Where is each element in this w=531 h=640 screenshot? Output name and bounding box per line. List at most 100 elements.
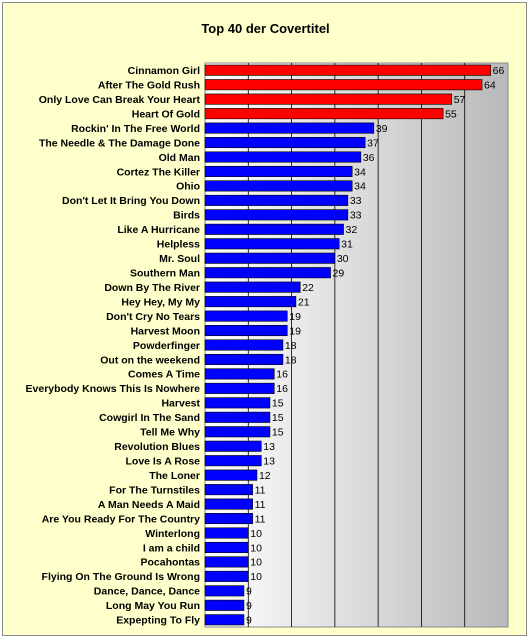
category-label: Flying On The Ground Is Wrong: [42, 571, 200, 583]
value-label: 16: [276, 383, 288, 395]
category-label: Winterlong: [145, 528, 200, 540]
bar: [204, 426, 271, 438]
category-label: Harvest: [161, 398, 200, 410]
value-label: 15: [272, 427, 284, 439]
category-label: Old Man: [159, 152, 200, 164]
category-label: Cowgirl In The Sand: [99, 412, 200, 424]
bar: [204, 108, 444, 120]
value-label: 9: [246, 615, 252, 627]
value-label: 29: [333, 267, 345, 279]
bar: [204, 397, 271, 409]
value-label: 10: [250, 557, 262, 569]
bar: [204, 267, 331, 279]
category-label: Birds: [173, 210, 200, 222]
bar: [204, 238, 340, 250]
bar: [204, 353, 284, 365]
bar: [204, 79, 483, 91]
chart-title: Top 40 der Covertitel: [201, 21, 330, 36]
bar: [204, 209, 349, 221]
value-label: 10: [250, 528, 262, 540]
bar: [204, 599, 245, 611]
bar: [204, 281, 301, 293]
value-label: 9: [246, 600, 252, 612]
value-label: 55: [445, 108, 457, 120]
value-label: 13: [263, 441, 275, 453]
bar: [204, 151, 362, 163]
value-label: 32: [346, 224, 358, 236]
value-label: 16: [276, 369, 288, 381]
bar: [204, 411, 271, 423]
category-label: Cortez The Killer: [117, 166, 200, 178]
bar: [204, 310, 288, 322]
category-label: Everybody Knows This Is Nowhere: [26, 383, 201, 395]
category-label: For The Turnstiles: [109, 484, 200, 496]
category-label: Rockin' In The Free World: [71, 123, 200, 135]
value-label: 22: [302, 282, 314, 294]
value-label: 9: [246, 586, 252, 598]
category-label: I am a child: [143, 542, 200, 554]
bar: [204, 455, 262, 467]
category-label: Helpless: [157, 239, 200, 251]
bar: [204, 252, 336, 264]
category-label: The Needle & The Damage Done: [39, 137, 200, 149]
category-label: Southern Man: [130, 267, 200, 279]
bar: [204, 484, 253, 496]
value-label: 30: [337, 253, 349, 265]
value-label: 34: [354, 181, 366, 193]
category-label: Don't Cry No Tears: [106, 311, 200, 323]
category-label: Powderfinger: [133, 340, 200, 352]
value-label: 12: [259, 470, 271, 482]
value-label: 21: [298, 296, 310, 308]
category-label: Are You Ready For The Country: [42, 513, 200, 525]
value-label: 15: [272, 412, 284, 424]
bar: [204, 614, 245, 626]
bar: [204, 527, 249, 539]
bar: [204, 368, 275, 380]
bar: [204, 122, 375, 134]
category-label: Only Love Can Break Your Heart: [39, 94, 201, 106]
category-label: Revolution Blues: [114, 441, 200, 453]
value-label: 34: [354, 166, 366, 178]
category-label: Long May You Run: [106, 600, 200, 612]
category-label: Expepting To Fly: [116, 615, 200, 627]
value-label: 33: [350, 195, 362, 207]
category-label: After The Gold Rush: [98, 79, 200, 91]
value-label: 37: [367, 137, 379, 149]
category-label: Cinnamon Girl: [128, 65, 200, 77]
bar: [204, 570, 249, 582]
bar: [204, 585, 245, 597]
bar: [204, 498, 253, 510]
value-label: 15: [272, 398, 284, 410]
value-label: 10: [250, 571, 262, 583]
bar: [204, 223, 344, 235]
category-label: A Man Needs A Maid: [98, 499, 200, 511]
bar: [204, 325, 288, 337]
category-label: Mr. Soul: [159, 253, 200, 265]
bar: [204, 556, 249, 568]
value-label: 39: [376, 123, 388, 135]
category-label: Down By The River: [104, 282, 200, 294]
value-label: 18: [285, 354, 297, 366]
value-label: 13: [263, 455, 275, 467]
bar: [204, 165, 353, 177]
value-label: 10: [250, 542, 262, 554]
bar: [204, 194, 349, 206]
value-label: 66: [493, 65, 505, 77]
value-label: 64: [484, 79, 496, 91]
bar: [204, 440, 262, 452]
category-label: Ohio: [176, 181, 200, 193]
bar: [204, 513, 253, 525]
category-label: Heart Of Gold: [132, 108, 200, 120]
value-label: 18: [285, 340, 297, 352]
category-label: Tell Me Why: [140, 427, 200, 439]
category-label: Pocahontas: [140, 557, 200, 569]
value-label: 36: [363, 152, 375, 164]
category-label: Dance, Dance, Dance: [94, 586, 200, 598]
category-label: Like A Hurricane: [117, 224, 200, 236]
bar: [204, 93, 453, 105]
category-label: Harvest Moon: [131, 325, 200, 337]
value-label: 11: [255, 499, 266, 511]
value-label: 57: [454, 94, 466, 106]
category-label: Don't Let It Bring You Down: [62, 195, 200, 207]
